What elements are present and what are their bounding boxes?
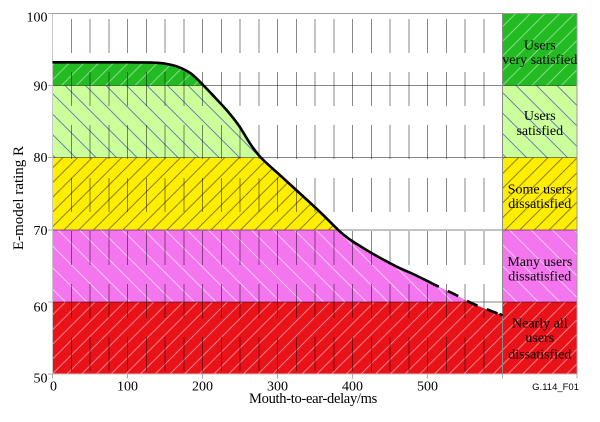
svg-text:60: 60 xyxy=(34,301,48,316)
svg-text:Some users: Some users xyxy=(508,183,572,198)
svg-text:90: 90 xyxy=(34,80,48,95)
svg-text:100: 100 xyxy=(117,379,138,394)
svg-text:satisfied: satisfied xyxy=(516,124,563,139)
svg-text:100: 100 xyxy=(27,11,48,26)
svg-text:dissatisfied: dissatisfied xyxy=(508,197,571,212)
svg-text:dissatisfied: dissatisfied xyxy=(508,270,571,285)
svg-text:300: 300 xyxy=(267,379,288,394)
svg-text:0: 0 xyxy=(50,379,57,394)
svg-text:200: 200 xyxy=(192,379,213,394)
svg-text:G.114_F01: G.114_F01 xyxy=(532,382,579,393)
svg-text:400: 400 xyxy=(342,379,363,394)
svg-text:500: 500 xyxy=(417,379,438,394)
svg-text:very satisfied: very satisfied xyxy=(502,53,577,68)
svg-text:70: 70 xyxy=(34,224,48,239)
svg-text:Users: Users xyxy=(524,109,556,124)
svg-text:Nearly all: Nearly all xyxy=(512,317,568,332)
svg-text:E-model rating R: E-model rating R xyxy=(11,146,27,250)
svg-text:Many users: Many users xyxy=(507,255,572,270)
svg-text:Users: Users xyxy=(524,39,556,54)
svg-text:80: 80 xyxy=(34,151,48,166)
svg-text:Mouth-to-ear-delay/ms: Mouth-to-ear-delay/ms xyxy=(249,391,378,407)
svg-text:dissatisfied: dissatisfied xyxy=(508,348,571,363)
svg-text:50: 50 xyxy=(34,372,48,387)
svg-text:users: users xyxy=(525,331,554,346)
